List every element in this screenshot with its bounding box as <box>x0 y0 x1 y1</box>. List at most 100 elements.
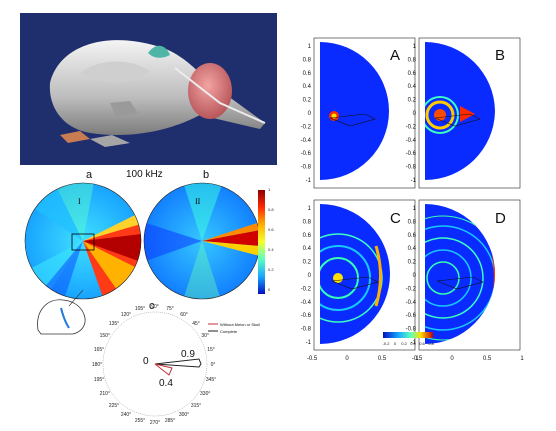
polar-angle-label: 240° <box>121 412 131 418</box>
disk-colorbar-tick: 0.4 <box>268 247 274 252</box>
y-tick-label: 0.4 <box>408 246 417 252</box>
polar-angle-label: 15° <box>207 347 215 353</box>
x-tick-label: 0 <box>450 356 454 362</box>
disk-colorbar-tick: 0.6 <box>268 227 274 232</box>
panel-C-letter: C <box>390 210 401 227</box>
y-tick-label: 1 <box>413 44 417 50</box>
polar-angle-label: 210° <box>100 391 110 397</box>
panel-b-label: b <box>203 169 210 181</box>
y-tick-label: 0.8 <box>303 57 312 63</box>
right-figure: A B C <box>290 36 536 424</box>
panel-D-letter: D <box>495 210 506 227</box>
x-tick-label: -0.5 <box>307 356 318 362</box>
y-tick-label: 0.2 <box>303 98 312 104</box>
y-tick-label: -0.2 <box>406 124 417 130</box>
y-tick-label: -0.8 <box>406 327 417 333</box>
y-tick-label: 0.8 <box>303 219 312 225</box>
y-tick-label: 1 <box>308 44 312 50</box>
polar-angle-label: 300° <box>179 412 189 418</box>
y-tick-label: -0.4 <box>406 138 417 144</box>
polar-angle-label: 315° <box>191 403 201 409</box>
polar-angle-label: 105° <box>135 306 145 312</box>
polar-angle-label: 270° <box>150 420 160 426</box>
polar-angle-label: 90° <box>151 304 159 310</box>
polar-legend-1: Without Melon or Skull <box>220 322 260 327</box>
x-tick-label: 1 <box>415 356 419 362</box>
y-tick-label: 0.4 <box>303 246 312 252</box>
y-tick-label: 0.6 <box>408 233 417 239</box>
polar-angle-label: 75° <box>166 306 174 312</box>
colorbar-tick-label: 0.4 <box>410 341 416 346</box>
panel-a-label: a <box>86 169 93 181</box>
y-tick-label: -1 <box>411 178 417 184</box>
y-tick-label: 0 <box>308 273 312 279</box>
polar-angle-label: 165° <box>94 347 104 353</box>
disk-colorbar-tick: 1 <box>268 187 271 192</box>
polar-svg: 90° 75° 60° 45°30° 15° 0° 345° 330° 315°300° 285°… <box>92 304 260 426</box>
polar-angle-label: 195° <box>94 377 104 383</box>
head-outline-inset <box>33 289 88 338</box>
colorbar-tick-label: 0.8 <box>428 341 434 346</box>
x-tick-label: 1 <box>520 356 524 362</box>
y-tick-label: 0.2 <box>408 260 417 266</box>
polar-angle-label: 30° <box>201 333 209 339</box>
y-tick-label: 0.4 <box>408 84 417 90</box>
disk-colorbar-tick: 0.8 <box>268 207 274 212</box>
y-tick-label: 0.4 <box>303 84 312 90</box>
y-tick-label: -0.4 <box>301 138 312 144</box>
y-tick-label: 0.8 <box>408 57 417 63</box>
y-tick-label: -0.2 <box>301 286 312 292</box>
x-tick-label: 0 <box>345 356 349 362</box>
panel-c-label: c <box>149 300 155 312</box>
y-tick-label: -0.6 <box>406 151 417 157</box>
y-tick-label: -0.4 <box>406 300 417 306</box>
y-tick-label: 0.6 <box>408 71 417 77</box>
polar-angle-label: 330° <box>200 391 210 397</box>
polar-value-max: 0.9 <box>181 349 195 360</box>
y-tick-label: 0.6 <box>303 233 312 239</box>
polar-angle-label: 135° <box>109 321 119 327</box>
polar-angle-label: 255° <box>135 418 145 424</box>
y-tick-label: 1 <box>413 206 417 212</box>
y-tick-label: -0.2 <box>301 124 312 130</box>
panel-B-letter: B <box>495 47 505 64</box>
y-tick-label: -1 <box>411 340 417 346</box>
polar-value-min: 0.4 <box>159 378 173 389</box>
polar-angle-label: 45° <box>192 321 200 327</box>
polar-angle-label: 180° <box>92 362 102 368</box>
polar-plot: 90° 75° 60° 45° 30° 15° 0° 345° 330° 315° 300° 285°… <box>77 304 287 426</box>
y-tick-label: 1 <box>308 206 312 212</box>
y-tick-label: -0.6 <box>301 313 312 319</box>
polar-angle-label: 60° <box>180 312 188 318</box>
colorbar-tick-label: 0.6 <box>419 341 425 346</box>
y-tick-label: 0.6 <box>303 71 312 77</box>
y-tick-label: -0.6 <box>301 151 312 157</box>
y-tick-label: -0.2 <box>406 286 417 292</box>
x-tick-label: 0.5 <box>378 356 387 362</box>
polar-angle-label: 285° <box>165 418 175 424</box>
disk-a-roman: I <box>78 197 81 206</box>
y-tick-label: 0 <box>413 111 417 117</box>
disk-colorbar-tick: 0.2 <box>268 267 274 272</box>
disk-colorbar-tick: 0 <box>268 287 271 292</box>
polar-value-origin: 0 <box>143 356 149 367</box>
polar-angle-label: 0° <box>211 362 216 368</box>
y-tick-label: -0.8 <box>301 327 312 333</box>
y-tick-label: -0.8 <box>301 165 312 171</box>
beam-disk-b: II <box>143 182 261 300</box>
x-tick-label: -0.5 <box>412 356 423 362</box>
disk-colorbar <box>258 190 265 294</box>
skull-render <box>20 13 277 165</box>
x-tick-label: 0.5 <box>483 356 492 362</box>
colorbar-tick-label: -0.2 <box>383 341 391 346</box>
y-tick-label: -0.8 <box>406 165 417 171</box>
y-tick-label: 0.2 <box>303 260 312 266</box>
y-tick-label: 0 <box>308 111 312 117</box>
y-tick-label: -0.4 <box>301 300 312 306</box>
polar-legend-2: Complete <box>220 329 238 334</box>
polar-angle-label: 345° <box>206 377 216 383</box>
polar-angle-label: 150° <box>100 333 110 339</box>
colorbar-tick-label: 0 <box>394 341 397 346</box>
disk-b-roman: II <box>195 197 201 206</box>
y-tick-label: 0 <box>413 273 417 279</box>
